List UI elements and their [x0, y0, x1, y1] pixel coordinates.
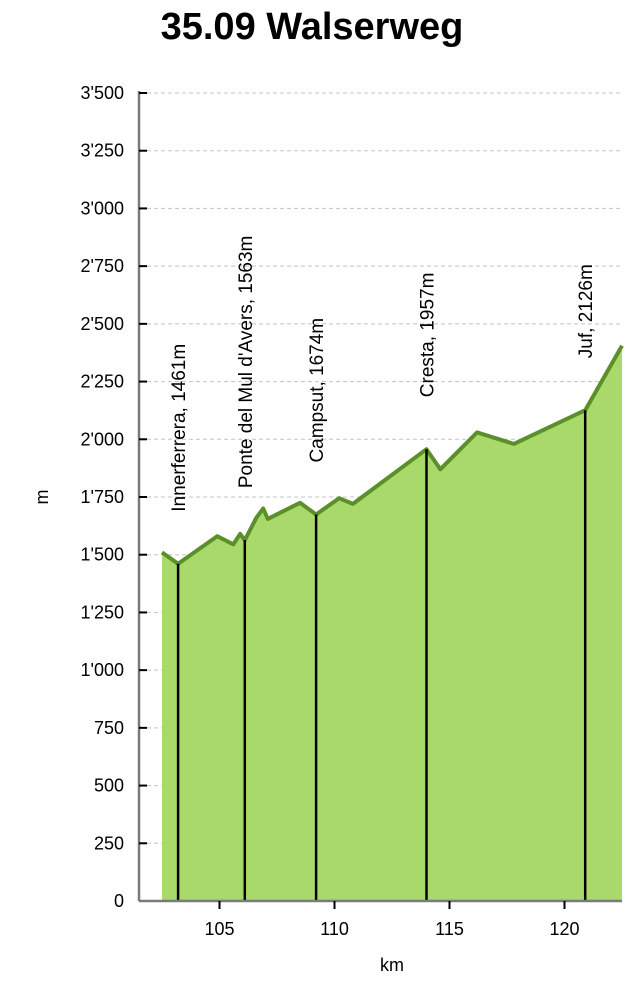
y-tick-label: 1'750	[81, 487, 124, 507]
waypoint-label: Campsut, 1674m	[307, 318, 328, 463]
waypoint-layer: Innerferrera, 1461m Ponte del Mul d'Avers…	[169, 236, 597, 901]
elevation-line	[160, 344, 624, 566]
x-tick-label: 105	[204, 919, 234, 939]
y-tick-label: 2'750	[81, 256, 124, 276]
waypoint-label: Ponte del Mul d'Avers, 1563m	[236, 236, 257, 489]
x-tick-label: 120	[549, 919, 579, 939]
y-tick-label: 1'500	[81, 545, 124, 565]
y-tick-label: 500	[94, 776, 124, 796]
chart-title: 35.09 Walserweg	[160, 6, 464, 48]
y-tick-label: 1'250	[81, 602, 124, 622]
y-tick-label: 2'000	[81, 429, 124, 449]
waypoint-label: Cresta, 1957m	[418, 273, 439, 398]
y-tick-label: 3'000	[81, 198, 124, 218]
x-tick-label: 115	[435, 919, 464, 939]
y-tick-label: 3'500	[81, 83, 124, 103]
y-tick-label: 0	[114, 891, 124, 911]
y-tick-label: 250	[94, 833, 124, 853]
x-axis-title: km	[380, 955, 404, 975]
waypoint-label: Juf, 2126m	[576, 264, 597, 358]
y-tick-label: 1'000	[81, 660, 124, 680]
y-tick-label: 2'500	[81, 314, 124, 334]
waypoint-label: Innerferrera, 1461m	[169, 344, 190, 512]
y-tick-label: 3'250	[81, 141, 124, 161]
elevation-area	[162, 345, 622, 901]
x-tick-label: 110	[320, 919, 349, 939]
axis-layer: 0 250 500 750 1'000 1'250 1'500 1'750 2'000 2'250…	[81, 83, 622, 939]
y-tick-label: 2'250	[81, 372, 124, 392]
y-axis-title: m	[32, 490, 52, 505]
y-tick-label: 750	[94, 718, 124, 738]
